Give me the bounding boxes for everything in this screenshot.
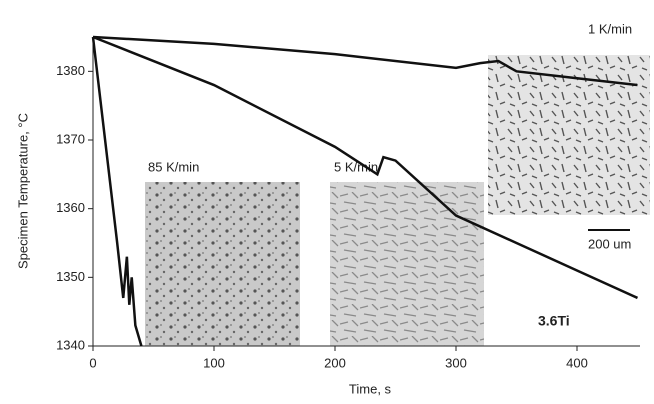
micrograph-5	[330, 182, 484, 346]
annotation: 5 K/min	[334, 159, 378, 174]
series-line	[91, 36, 143, 347]
x-tick-label: 0	[89, 355, 96, 370]
y-tick-label: 1340	[56, 337, 85, 352]
annotation: 200 um	[588, 236, 631, 251]
x-axis-label: Time, s	[349, 381, 392, 396]
x-tick-label: 200	[324, 355, 346, 370]
annotation: 1 K/min	[588, 21, 632, 36]
y-tick-label: 1380	[56, 63, 85, 78]
x-tick-label: 100	[203, 355, 225, 370]
y-axis-label: Specimen Temperature, °C	[15, 113, 30, 269]
series-line	[92, 35, 639, 300]
annotation: 85 K/min	[148, 159, 199, 174]
annotation: 3.6Ti	[538, 313, 570, 329]
y-tick-label: 1350	[56, 269, 85, 284]
x-tick-label: 300	[445, 355, 467, 370]
insets	[145, 55, 650, 346]
y-tick-label: 1370	[56, 131, 85, 146]
micrograph-1	[488, 55, 650, 215]
micrograph-85	[145, 182, 300, 346]
x-tick-label: 400	[566, 355, 588, 370]
y-tick-label: 1360	[56, 200, 85, 215]
series-line	[92, 35, 638, 87]
